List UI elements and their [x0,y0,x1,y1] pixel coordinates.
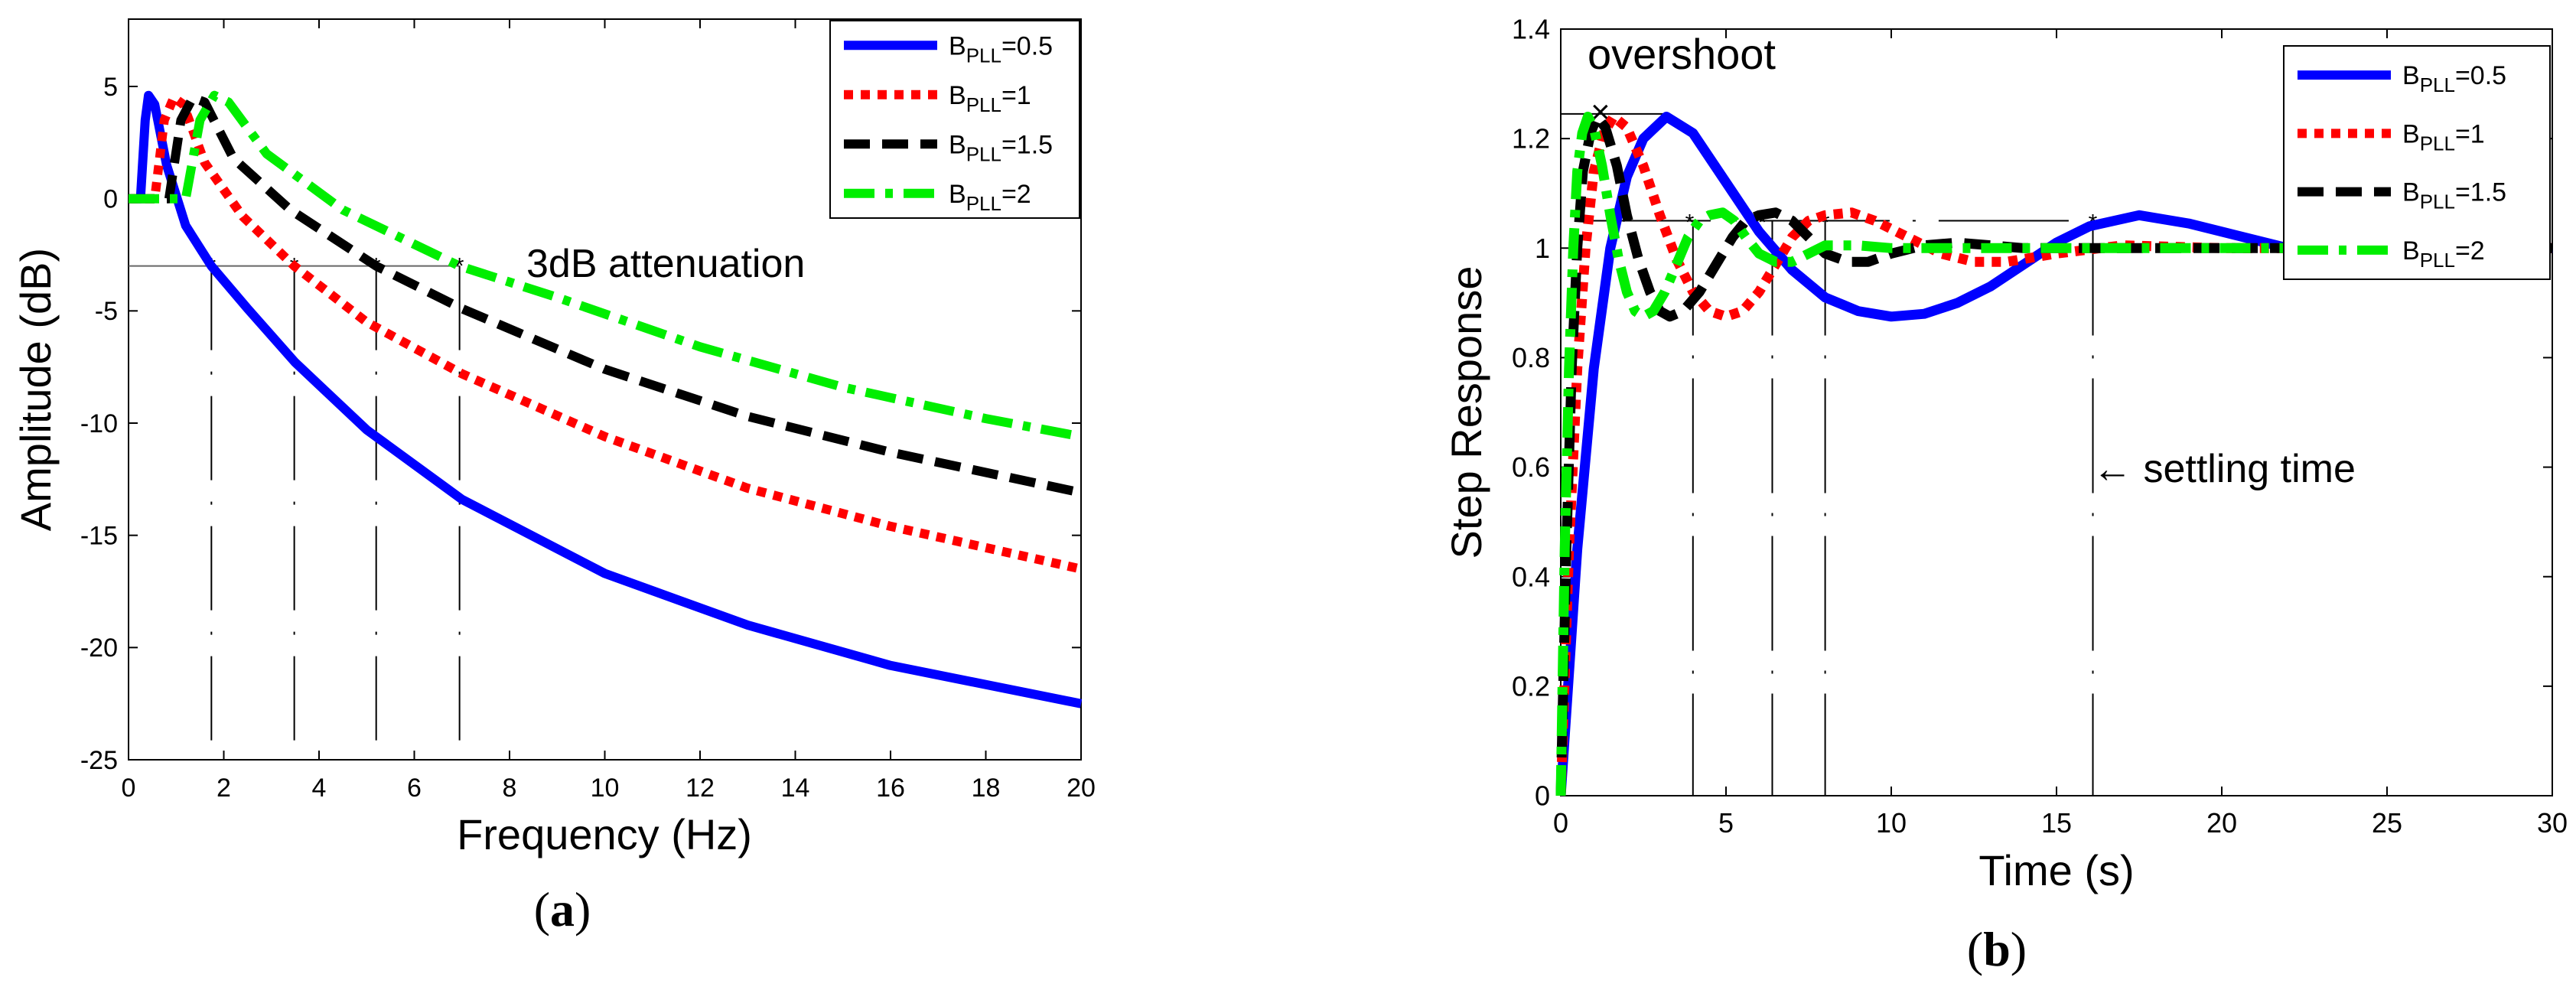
chart-a-legend-label-3: BPLL=2 [949,180,1031,215]
chart-b-legend-label-1: BPLL=1 [2402,119,2485,155]
chart-a-ytick-label: -15 [80,522,118,551]
chart-b-panel-letter: b [1983,922,2011,976]
chart-a-panel-label: (a) [534,882,591,936]
chart-a-ytick-label: -10 [80,409,118,438]
chart-b-marks: ×* * * * [1561,93,2098,796]
chart-a-xtick-label: 4 [312,774,327,803]
chart-a-xtick-label: 16 [876,774,905,803]
chart-b-ylabel: Step Response [1442,266,1490,559]
chart-a-series [129,90,1083,708]
chart-b-xtick-label: 10 [1876,807,1907,839]
chart-b-xtick-label: 20 [2206,807,2237,839]
chart-a-xtick-label: 10 [591,774,620,803]
chart-a-annotation-3db: 3dB attenuation [526,242,805,286]
chart-b-xtick-label: 0 [1553,807,1568,839]
chart-b-band-marker: * [1685,210,1695,236]
chart-a-series-line-2 [129,93,1083,497]
chart-a-legend: BPLL=0.5 BPLL=1 BPLL=1.5 BPLL=2 [829,20,1080,219]
chart-a-legend-label-2: BPLL=1.5 [949,130,1053,165]
chart-b-series [1555,112,2553,796]
chart-a: 0 2 4 6 8 10 12 14 16 18 20 -25 -20 -15 -10 -5 0 5 * * * * 3… [11,18,1096,936]
chart-a-ticks: 0 2 4 6 8 10 12 14 16 18 20 -25 -20 -15 -10 -5 0 5 [80,19,1096,803]
chart-b-series-line-0 [1555,112,2553,796]
chart-a-series-line-3 [129,90,1083,441]
chart-b-panel-label: (b) [1967,922,2027,976]
chart-a-xtick-label: 12 [686,774,715,803]
chart-a-ytick-label: -20 [80,634,118,663]
chart-a-ylabel: Amplitude (dB) [11,248,60,531]
chart-a-ytick-label: -25 [80,746,118,775]
chart-a-ytick-label: 5 [103,73,118,102]
chart-b-legend: BPLL=0.5 BPLL=1 BPLL=1.5 BPLL=2 [2283,45,2551,280]
chart-a-xtick-label: 6 [407,774,422,803]
chart-b-ytick-label: 1 [1535,233,1550,264]
chart-a-marks: * * * * [129,254,464,760]
chart-a-legend-label-1: BPLL=1 [949,81,1031,116]
chart-b-legend-label-2: BPLL=1.5 [2402,178,2506,213]
chart-b-ytick-label: 0.8 [1512,342,1550,373]
chart-a-ytick-label: -5 [95,297,118,326]
chart-b-xtick-label: 25 [2372,807,2402,839]
chart-a-series-line-1 [129,93,1083,574]
chart-b-ytick-label: 0 [1535,780,1550,812]
chart-b-annotation-overshoot: overshoot [1588,30,1776,78]
chart-b-ytick-label: 1.2 [1512,123,1550,155]
chart-a-legend-box [829,20,1080,219]
chart-b-ytick-label: 0.2 [1512,670,1550,702]
chart-b-xtick-label: 15 [2041,807,2072,839]
chart-b-series-line-2 [1555,112,2552,796]
chart-b-xtick-label: 5 [1718,807,1734,839]
chart-a-ytick-label: 0 [103,185,118,214]
chart-b-legend-box [2283,45,2551,280]
chart-b-ticks: 0 5 10 15 20 25 30 0 0.2 0.4 0.6 0.8 1 1.2 1.4 [1512,14,2568,839]
chart-a-panel-letter: a [550,882,575,936]
chart-a-legend-label-0: BPLL=0.5 [949,31,1053,67]
chart-a-xtick-label: 18 [972,774,1001,803]
chart-b-legend-label-3: BPLL=2 [2402,236,2485,272]
chart-a-xlabel: Frequency (Hz) [457,810,752,858]
chart-a-cutoff-marker: * [455,254,464,279]
chart-b-ytick-label: 1.4 [1512,14,1550,45]
chart-a-xtick-label: 2 [217,774,231,803]
chart-b-ytick-label: 0.6 [1512,451,1550,483]
chart-b-xtick-label: 30 [2537,807,2568,839]
chart-b-xlabel: Time (s) [1978,846,2134,894]
chart-b: 0 5 10 15 20 25 30 0 0.2 0.4 0.6 0.8 1 1.2 1.4 ×* * * * o… [1442,14,2568,976]
chart-b-ytick-label: 0.4 [1512,561,1550,592]
chart-a-series-line-0 [129,90,1083,708]
chart-b-annotation-settling: ← settling time [2092,447,2356,491]
chart-a-xtick-label: 14 [781,774,810,803]
chart-a-xtick-label: 20 [1067,774,1096,803]
chart-a-xtick-label: 0 [122,774,136,803]
chart-a-xtick-label: 8 [503,774,517,803]
chart-b-series-line-3 [1555,112,2552,796]
chart-b-legend-label-0: BPLL=0.5 [2402,61,2506,96]
